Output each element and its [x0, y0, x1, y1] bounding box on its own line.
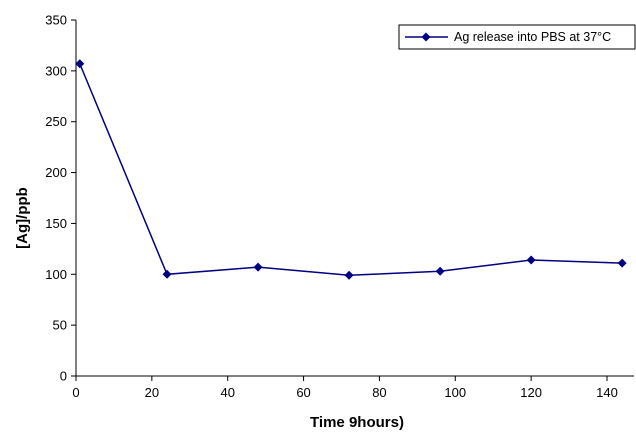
- axes: [75, 20, 634, 377]
- series-layer: [75, 59, 627, 280]
- x-tick-label: 60: [296, 385, 310, 400]
- x-tick-label: 100: [444, 385, 466, 400]
- x-ticks: 0 20 40 60 80 100 120 140: [72, 376, 618, 400]
- y-tick-label: 300: [45, 63, 67, 78]
- legend-label: Ag release into PBS at 37°C: [454, 30, 611, 44]
- x-tick-label: 140: [596, 385, 618, 400]
- legend: Ag release into PBS at 37°C: [398, 24, 636, 50]
- y-tick-label: 50: [53, 318, 67, 333]
- x-tick-label: 120: [520, 385, 542, 400]
- y-tick-label: 100: [45, 267, 67, 282]
- y-tick-label: 350: [45, 13, 67, 28]
- x-tick-label: 20: [145, 385, 159, 400]
- y-tick-label: 150: [45, 216, 67, 231]
- y-tick-label: 250: [45, 114, 67, 129]
- series-line: [79, 63, 623, 277]
- data-point: [253, 262, 263, 272]
- x-tick-label: 80: [372, 385, 386, 400]
- y-tick-label: 200: [45, 165, 67, 180]
- x-tick-label: 40: [220, 385, 234, 400]
- y-axis-title: [Ag]/ppb: [14, 187, 31, 249]
- x-tick-label: 0: [72, 385, 79, 400]
- legend-diamond-marker: [421, 32, 431, 42]
- y-ticks: 0 50 100 150 200 250 300 350: [45, 13, 76, 384]
- data-point: [526, 255, 536, 265]
- data-point: [75, 59, 85, 69]
- y-tick-label: 0: [60, 369, 67, 384]
- legend-box: [398, 24, 636, 50]
- data-point: [617, 258, 627, 268]
- data-point: [435, 266, 445, 276]
- data-point: [344, 270, 354, 280]
- data-point: [162, 269, 172, 279]
- x-axis-title: Time 9hours): [310, 414, 404, 431]
